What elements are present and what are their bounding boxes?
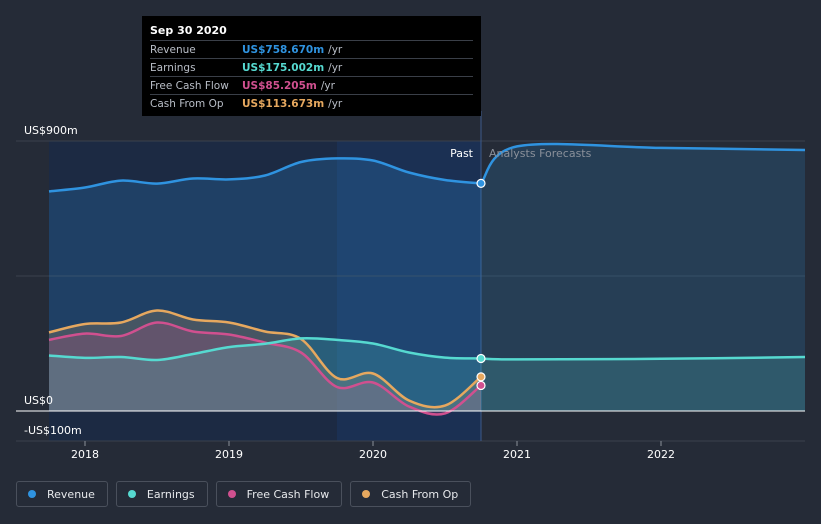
tooltip-label: Earnings: [150, 61, 196, 74]
series-end-dot: [476, 380, 486, 391]
tooltip-label: Cash From Op: [150, 97, 224, 110]
tooltip-row-earnings: Earnings US$175.002m /yr: [150, 58, 473, 76]
tooltip-row-free-cash-flow: Free Cash Flow US$85.205m /yr: [150, 76, 473, 94]
forecast-area: [481, 144, 805, 411]
forecast-area: [481, 357, 805, 411]
tooltip-unit: /yr: [328, 61, 343, 74]
series-areas: [49, 144, 805, 415]
y-tick-label: US$0: [24, 394, 53, 407]
tooltip: Sep 30 2020 Revenue US$758.670m /yr Earn…: [142, 16, 481, 116]
series-line: [48, 336, 482, 362]
forecast-label: Analysts Forecasts: [489, 147, 592, 160]
series-area: [49, 338, 481, 411]
recent-shade: [337, 141, 481, 441]
legend-label: Cash From Op: [381, 487, 459, 501]
forecast-line: [479, 142, 806, 185]
x-tick-label: 2021: [503, 448, 531, 461]
series-end-dot: [476, 353, 486, 364]
tooltip-unit: /yr: [320, 79, 335, 92]
tooltip-label: Revenue: [150, 43, 196, 56]
free-cash-flow-dot-icon: [227, 490, 236, 498]
tooltip-label: Free Cash Flow: [150, 79, 229, 92]
tooltip-unit: /yr: [328, 43, 343, 56]
tooltip-row-cash-from-op: Cash From Op US$113.673m /yr: [150, 94, 473, 112]
legend-item-revenue[interactable]: Revenue: [16, 481, 108, 507]
cash-from-op-dot-icon: [362, 490, 371, 498]
x-tick-label: 2020: [359, 448, 387, 461]
past-label: Past: [450, 147, 474, 160]
series-end-dot: [476, 178, 486, 188]
tooltip-value: US$758.670m: [242, 43, 325, 56]
legend-label: Free Cash Flow: [246, 487, 330, 501]
y-tick-label: US$900m: [24, 124, 78, 137]
tooltip-value: US$85.205m: [242, 79, 317, 92]
legend-label: Earnings: [146, 487, 195, 501]
x-tick-label: 2018: [71, 448, 99, 461]
series-area: [49, 322, 481, 415]
forecast-line: [480, 355, 806, 361]
x-tick-label: 2022: [647, 448, 675, 461]
tooltip-value: US$113.673m: [242, 97, 325, 110]
series-end-markers: [476, 178, 486, 391]
tooltip-date: Sep 30 2020: [150, 24, 227, 37]
tooltip-value: US$175.002m: [242, 61, 325, 74]
series-area: [49, 310, 481, 411]
earnings-dot-icon: [127, 490, 136, 498]
tooltip-unit: /yr: [328, 97, 343, 110]
series-line: [48, 309, 482, 409]
series-area: [49, 158, 481, 411]
revenue-dot-icon: [28, 490, 36, 498]
x-tick-label: 2019: [215, 448, 243, 461]
legend-item-earnings[interactable]: Earnings: [115, 481, 208, 507]
tooltip-row-revenue: Revenue US$758.670m /yr: [150, 40, 473, 58]
y-tick-label: -US$100m: [24, 424, 82, 437]
legend-item-free-cash-flow[interactable]: Free Cash Flow: [215, 481, 343, 507]
legend-label: Revenue: [47, 487, 95, 501]
legend-item-cash-from-op[interactable]: Cash From Op: [350, 481, 472, 507]
series-lines: [48, 142, 806, 416]
series-line: [48, 157, 482, 193]
x-axis: 2018 2019 2020 2021 2022: [71, 441, 675, 461]
series-end-dot: [476, 372, 486, 382]
legend: Revenue Earnings Free Cash Flow Cash Fro…: [16, 481, 472, 507]
y-axis: US$900m US$0 -US$100m: [24, 124, 82, 437]
